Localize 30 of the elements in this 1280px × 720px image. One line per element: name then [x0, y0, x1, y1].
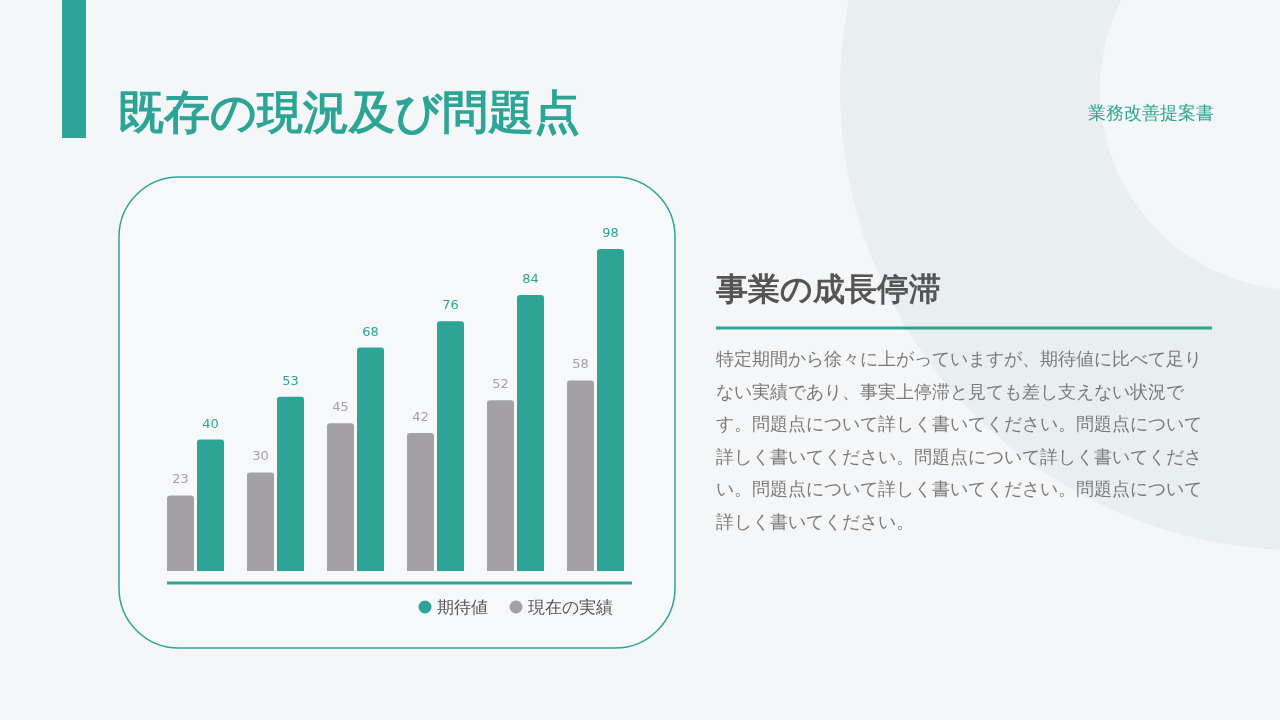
data-label: 23	[172, 471, 189, 487]
data-label: 45	[332, 399, 349, 415]
bar	[437, 321, 464, 571]
data-label: 53	[282, 372, 299, 388]
text: 事業の成長停滞	[715, 270, 941, 308]
chart-title: 既存の現況及び問題点	[118, 85, 580, 139]
bar	[517, 295, 544, 571]
data-label: 58	[572, 356, 589, 372]
bar	[277, 396, 304, 571]
bar	[197, 439, 224, 571]
bar	[567, 380, 594, 571]
legend-label: 期待値	[437, 597, 488, 617]
bar	[407, 433, 434, 571]
data-label: 68	[362, 323, 379, 339]
data-label: 98	[602, 225, 619, 240]
bar	[327, 423, 354, 571]
data-label: 52	[492, 376, 509, 392]
bar	[247, 472, 274, 571]
data-label: 30	[252, 448, 269, 464]
text: 特定期間から徐々に上がっていますが、期待値に比べて足りない実績であり、事実上停滞と見ても差し支えない状況です。問題点について詳しく書いてください。問題点について詳しく書いてください。問題点について詳しく書いてください。問題点について詳しく書いてください。問題点について詳しく書いてください。	[716, 348, 1203, 534]
text: 業務改善提案書	[1088, 102, 1214, 123]
data-label: 42	[412, 409, 429, 424]
legend-label: 現在の実績	[528, 597, 613, 617]
bar	[597, 249, 624, 571]
bar	[487, 400, 514, 571]
bar	[167, 495, 194, 571]
bar	[357, 347, 384, 571]
data-label: 40	[202, 415, 219, 431]
data-label: 84	[522, 271, 539, 286]
data-label: 76	[442, 297, 459, 313]
